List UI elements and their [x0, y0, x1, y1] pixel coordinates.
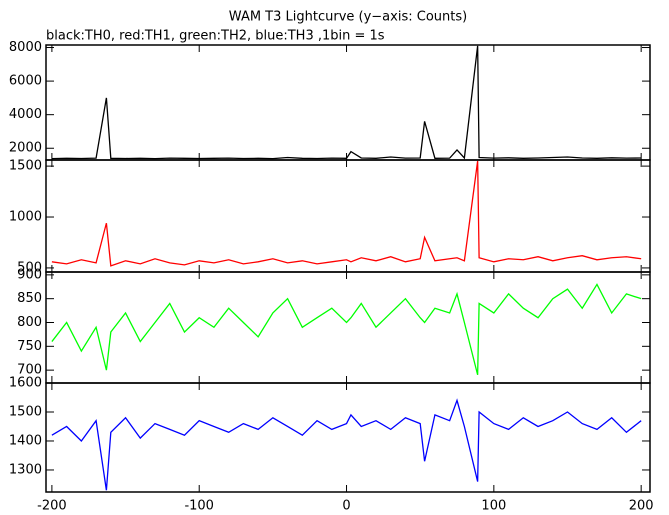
y-tick-label: 2000 — [9, 141, 42, 156]
light-curve — [51, 160, 642, 267]
y-tick-label: 1000 — [9, 210, 42, 225]
x-tick-label: -200 — [37, 499, 67, 514]
y-tick-label: 1300 — [9, 462, 42, 477]
y-tick-label: 1400 — [9, 433, 42, 448]
y-tick-label: 850 — [17, 291, 42, 306]
light-curve — [51, 45, 642, 160]
y-tick-label: 700 — [17, 363, 42, 378]
y-tick-label: 500 — [17, 260, 42, 275]
y-tick-label: 8000 — [9, 40, 42, 55]
y-tick-label: 750 — [17, 339, 42, 354]
y-tick-label: 6000 — [9, 74, 42, 89]
light-curve — [51, 283, 642, 376]
x-tick-label: 100 — [481, 499, 506, 514]
panel-frame — [45, 271, 651, 384]
y-tick-label: 900 — [17, 267, 42, 282]
x-tick-label: 0 — [342, 499, 350, 514]
y-tick-label: 1500 — [9, 404, 42, 419]
y-tick-label: 1600 — [9, 376, 42, 391]
y-tick-label: 1500 — [9, 159, 42, 174]
panel-frame — [45, 382, 651, 493]
panel-frame — [45, 159, 651, 273]
x-tick-label: -100 — [184, 499, 214, 514]
y-tick-label: 4000 — [9, 107, 42, 122]
panel-frame — [45, 44, 651, 161]
chart-title: WAM T3 Lightcurve (y−axis: Counts) — [229, 10, 467, 25]
light-curve — [51, 398, 642, 491]
x-tick-label: 200 — [629, 499, 654, 514]
chart-subtitle: black:TH0, red:TH1, green:TH2, blue:TH3 … — [46, 29, 385, 44]
y-tick-label: 800 — [17, 315, 42, 330]
